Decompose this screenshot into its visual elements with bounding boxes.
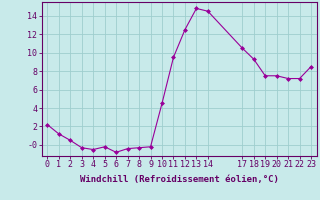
X-axis label: Windchill (Refroidissement éolien,°C): Windchill (Refroidissement éolien,°C) bbox=[80, 175, 279, 184]
